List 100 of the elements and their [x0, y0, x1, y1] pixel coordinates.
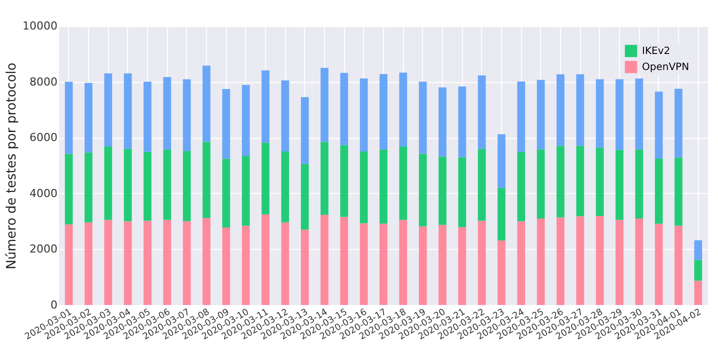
bar [556, 146, 564, 218]
bar [84, 152, 92, 222]
bar [124, 221, 132, 305]
bar [536, 218, 545, 305]
bar [517, 221, 526, 305]
bar [242, 84, 250, 156]
bar [380, 149, 388, 224]
bar [694, 240, 702, 260]
bar [458, 157, 466, 228]
bar [674, 226, 682, 305]
bar [517, 82, 526, 152]
bar [498, 134, 506, 188]
bar [242, 226, 250, 305]
bar [360, 223, 368, 305]
bar [202, 66, 210, 142]
bar [616, 79, 624, 150]
bar [418, 82, 427, 154]
bar [458, 86, 466, 158]
bar [104, 146, 112, 220]
bar [262, 214, 270, 305]
bar [182, 150, 191, 222]
bar [458, 227, 466, 305]
y-tick-label: 4000 [30, 186, 58, 200]
bar [536, 149, 545, 219]
bar [399, 72, 408, 147]
bar [478, 220, 486, 305]
bar [478, 148, 486, 221]
y-tick-label: 10000 [22, 20, 58, 32]
y-tick-label: 2000 [30, 242, 58, 256]
bar [84, 82, 92, 152]
bar [418, 154, 427, 226]
bar [517, 152, 526, 222]
bar [124, 148, 132, 222]
bar [104, 220, 112, 305]
bar [380, 74, 388, 150]
bar [320, 142, 328, 215]
bar [64, 154, 73, 224]
bar [635, 78, 644, 150]
bar [281, 222, 290, 305]
bar [399, 146, 408, 220]
bar [635, 149, 644, 219]
bar [418, 226, 427, 305]
bar [576, 216, 584, 305]
bar [635, 218, 644, 305]
bar [498, 240, 506, 305]
bar [144, 152, 152, 221]
bar [281, 152, 290, 222]
bar [399, 220, 408, 305]
y-tick-label: 6000 [30, 131, 58, 144]
bar [596, 148, 604, 216]
bar [144, 220, 152, 305]
bar [694, 260, 702, 281]
bar [498, 188, 506, 241]
bar [300, 164, 309, 230]
bar [340, 145, 348, 217]
bar [340, 72, 348, 146]
bar [654, 158, 663, 224]
bar [182, 221, 191, 305]
bar [222, 227, 230, 305]
bar [144, 82, 152, 152]
bar [300, 230, 309, 305]
bar [654, 92, 663, 159]
bar [596, 216, 604, 305]
legend-label: IKEv2 [642, 46, 670, 57]
y-axis-title: Número de testes por protocolo [4, 62, 20, 270]
bar [380, 224, 388, 305]
bar [616, 150, 624, 220]
bar [654, 224, 663, 305]
y-tick-label: 8000 [30, 75, 58, 88]
bar [262, 142, 270, 214]
bar [222, 89, 230, 159]
bar [182, 79, 191, 151]
bar [438, 87, 446, 157]
bar [202, 218, 210, 305]
bar [222, 158, 230, 228]
bar [202, 142, 210, 218]
bar [340, 216, 348, 305]
bar [124, 73, 132, 149]
bar [674, 88, 682, 158]
bar [616, 220, 624, 305]
bar [320, 214, 328, 305]
bar [438, 224, 446, 305]
bar [360, 152, 368, 224]
bar [163, 149, 172, 220]
bar [360, 78, 368, 152]
bar [674, 157, 682, 226]
bar [163, 220, 172, 305]
bar [64, 82, 73, 154]
bar [556, 217, 564, 305]
bar [281, 80, 290, 152]
y-tick-label: 0 [50, 298, 58, 312]
bar [694, 280, 702, 305]
bar [576, 74, 584, 146]
bar [556, 74, 564, 146]
bar [300, 97, 309, 164]
bar [163, 77, 172, 150]
bar [262, 70, 270, 143]
bar [64, 224, 73, 305]
bar [438, 156, 446, 225]
bar [320, 68, 328, 142]
